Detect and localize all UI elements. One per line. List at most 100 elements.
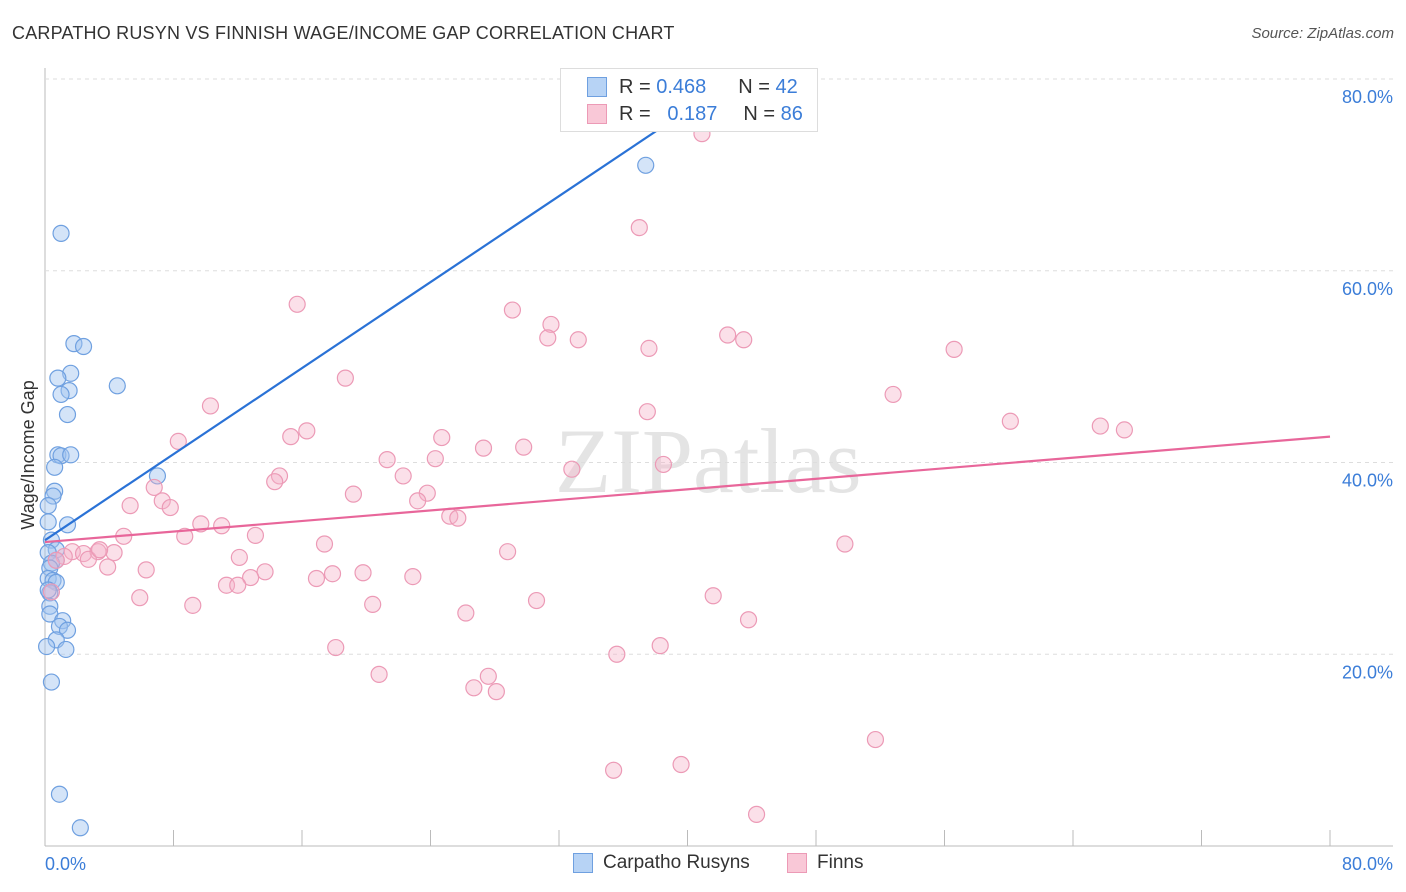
pink-r-value: 0.187: [667, 102, 718, 125]
point-finns: [79, 550, 97, 568]
point-finns: [288, 295, 306, 313]
point-carpatho-rusyn: [38, 637, 56, 656]
point-finns: [739, 611, 758, 629]
point-finns: [282, 428, 300, 446]
point-carpatho-rusyn: [44, 487, 62, 505]
point-finns: [378, 451, 396, 469]
point-carpatho-rusyn: [108, 377, 126, 395]
point-finns: [630, 219, 648, 237]
point-finns: [569, 331, 587, 349]
point-finns: [344, 485, 362, 503]
trend-line-carpatho-rusyn: [44, 87, 721, 542]
point-finns: [735, 331, 753, 349]
pink-n-value: 86: [780, 102, 803, 125]
point-carpatho-rusyn: [637, 156, 655, 174]
r-label: R =: [619, 102, 651, 125]
point-finns: [298, 422, 316, 440]
blue-swatch: [587, 77, 607, 97]
point-finns: [145, 478, 163, 497]
point-carpatho-rusyn: [50, 617, 69, 636]
blue-n-value: 42: [775, 75, 798, 98]
point-finns: [161, 498, 179, 517]
point-finns: [184, 596, 202, 614]
point-finns: [229, 576, 247, 594]
point-finns: [55, 547, 73, 566]
point-finns: [836, 535, 854, 553]
point-finns: [945, 340, 963, 358]
legend-row-pink: R = 0.187 N = 86: [587, 101, 803, 127]
point-finns: [651, 637, 669, 655]
point-carpatho-rusyn: [39, 497, 57, 515]
n-label: N =: [743, 102, 776, 125]
point-finns: [327, 638, 345, 657]
point-finns: [42, 583, 61, 601]
point-finns: [704, 587, 722, 605]
chart-title: CARPATHO RUSYN VS FINNISH WAGE/INCOME GA…: [12, 23, 675, 43]
point-finns: [1001, 412, 1019, 430]
point-finns: [457, 604, 475, 622]
point-finns: [169, 432, 187, 451]
point-finns: [672, 755, 690, 774]
point-finns: [99, 558, 117, 576]
trend-line-finns: [44, 435, 1331, 544]
point-finns: [105, 544, 123, 562]
blue-r-value: 0.468: [656, 75, 707, 98]
x-tick-label-min: 0.0%: [45, 854, 86, 874]
point-finns: [539, 329, 557, 347]
point-finns: [201, 397, 220, 415]
point-finns: [499, 543, 517, 561]
y-tick-label: 40.0%: [1342, 471, 1393, 491]
point-finns: [542, 315, 560, 334]
point-finns: [394, 467, 412, 485]
point-carpatho-rusyn: [60, 381, 78, 400]
point-finns: [409, 492, 427, 510]
point-carpatho-rusyn: [58, 621, 77, 639]
point-finns: [230, 548, 248, 567]
point-carpatho-rusyn: [39, 513, 57, 531]
legend-label: Finns: [817, 852, 864, 873]
point-finns: [242, 568, 260, 587]
point-finns: [91, 541, 109, 559]
point-finns: [137, 561, 155, 579]
pink-swatch: [587, 104, 607, 124]
source-label: Source: ZipAtlas.com: [1251, 25, 1394, 42]
point-finns: [487, 683, 505, 701]
point-finns: [884, 385, 902, 404]
point-finns: [213, 517, 231, 535]
point-carpatho-rusyn: [62, 364, 80, 382]
legend-item-finns[interactable]: Finns: [787, 852, 863, 874]
point-finns: [426, 450, 444, 468]
point-finns: [307, 569, 326, 588]
point-finns: [605, 761, 623, 779]
point-finns: [719, 326, 737, 344]
point-finns: [474, 439, 493, 457]
point-carpatho-rusyn: [50, 785, 69, 803]
point-carpatho-rusyn: [57, 640, 75, 659]
legend-item-carpatho-rusyns[interactable]: Carpatho Rusyns: [573, 852, 750, 874]
point-carpatho-rusyn: [52, 385, 70, 404]
point-finns: [323, 565, 342, 583]
point-finns: [364, 595, 382, 613]
legend-row-blue: R = 0.468 N = 42: [587, 74, 798, 100]
point-finns: [315, 535, 334, 553]
point-finns: [354, 564, 372, 582]
point-finns: [515, 438, 533, 456]
point-finns: [121, 497, 139, 515]
point-finns: [256, 563, 274, 581]
point-finns: [503, 301, 522, 319]
point-carpatho-rusyn: [49, 369, 67, 387]
point-finns: [370, 665, 388, 683]
point-finns: [433, 428, 451, 447]
point-finns: [866, 730, 885, 749]
point-carpatho-rusyn: [74, 337, 93, 356]
y-tick-label: 60.0%: [1342, 279, 1393, 299]
point-carpatho-rusyn: [46, 458, 64, 476]
point-finns: [638, 403, 656, 421]
point-finns: [479, 667, 497, 685]
point-finns: [131, 589, 149, 607]
point-finns: [47, 551, 65, 569]
point-finns: [563, 460, 581, 478]
point-finns: [246, 526, 265, 544]
point-finns: [608, 645, 626, 663]
point-finns: [176, 527, 194, 545]
